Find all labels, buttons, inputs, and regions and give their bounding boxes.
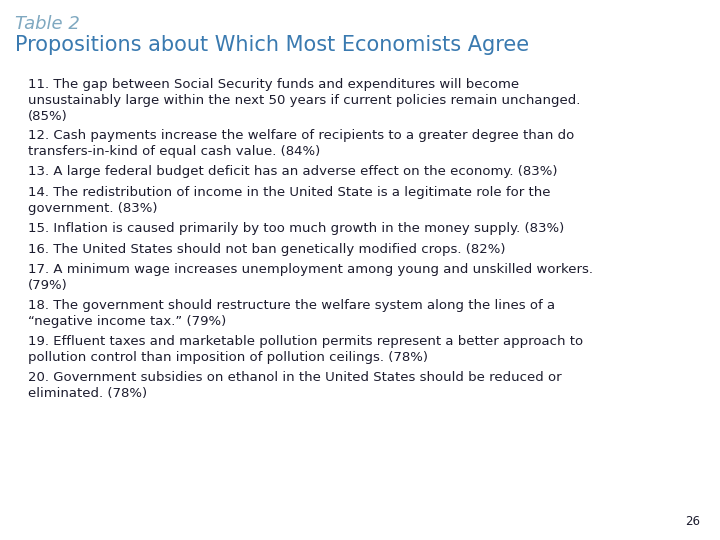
Text: 17. A minimum wage increases unemployment among young and unskilled workers.
(79: 17. A minimum wage increases unemploymen…: [28, 263, 593, 292]
Text: 20. Government subsidies on ethanol in the United States should be reduced or
el: 20. Government subsidies on ethanol in t…: [28, 371, 562, 400]
Text: 15. Inflation is caused primarily by too much growth in the money supply. (83%): 15. Inflation is caused primarily by too…: [28, 222, 564, 235]
Text: 14. The redistribution of income in the United State is a legitimate role for th: 14. The redistribution of income in the …: [28, 186, 551, 215]
Text: 18. The government should restructure the welfare system along the lines of a
“n: 18. The government should restructure th…: [28, 299, 555, 328]
Text: Propositions about Which Most Economists Agree: Propositions about Which Most Economists…: [15, 35, 529, 55]
Text: 12. Cash payments increase the welfare of recipients to a greater degree than do: 12. Cash payments increase the welfare o…: [28, 130, 575, 159]
Text: 13. A large federal budget deficit has an adverse effect on the economy. (83%): 13. A large federal budget deficit has a…: [28, 165, 557, 179]
Text: Table 2: Table 2: [15, 15, 80, 33]
Text: 16. The United States should not ban genetically modified crops. (82%): 16. The United States should not ban gen…: [28, 242, 505, 255]
Text: 26: 26: [685, 515, 700, 528]
Text: 11. The gap between Social Security funds and expenditures will become
unsustain: 11. The gap between Social Security fund…: [28, 78, 580, 123]
Text: 19. Effluent taxes and marketable pollution permits represent a better approach : 19. Effluent taxes and marketable pollut…: [28, 335, 583, 364]
